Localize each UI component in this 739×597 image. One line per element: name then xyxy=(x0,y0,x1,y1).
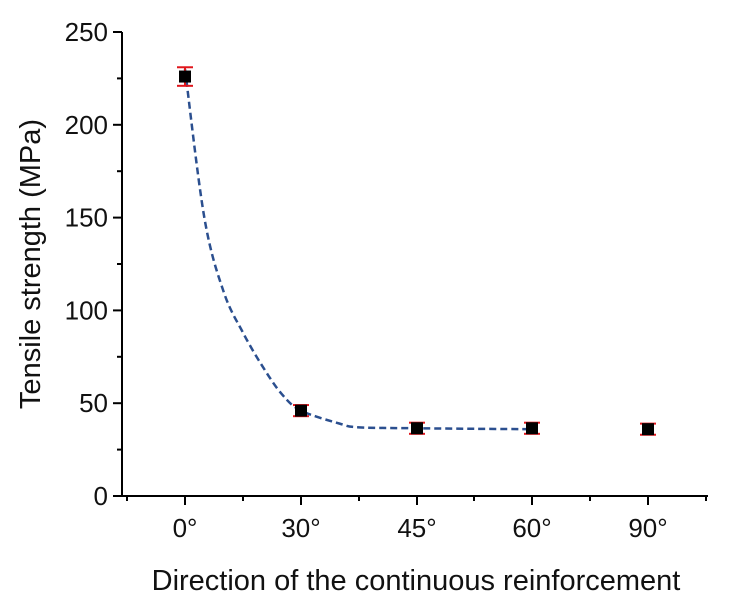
y-tick-label: 200 xyxy=(65,110,108,140)
x-tick-label: 60° xyxy=(512,513,551,543)
x-tick-label: 30° xyxy=(281,513,320,543)
y-tick-label: 0 xyxy=(94,481,108,511)
data-point xyxy=(411,422,423,435)
y-tick-label: 100 xyxy=(65,295,108,325)
y-tick-label: 150 xyxy=(65,203,108,233)
x-ticks: 0° 30° 45° 60° 90° xyxy=(126,496,707,543)
data-point xyxy=(179,70,191,83)
y-tick-label: 50 xyxy=(79,388,108,418)
y-axis-title: Tensile strength (MPa) xyxy=(15,119,47,409)
data-point xyxy=(642,423,654,436)
x-tick-label: 0° xyxy=(173,513,198,543)
data-point xyxy=(295,404,307,417)
data-points xyxy=(177,66,656,436)
fit-curve xyxy=(183,68,534,431)
x-axis-title: Direction of the continuous reinforcemen… xyxy=(152,565,681,597)
y-tick-label: 250 xyxy=(65,17,108,47)
y-ticks: 0 50 100 150 200 250 xyxy=(65,17,122,511)
x-tick-label: 45° xyxy=(397,513,436,543)
x-tick-label: 90° xyxy=(628,513,667,543)
fit-curve-layer xyxy=(183,68,534,431)
data-point xyxy=(526,422,538,435)
